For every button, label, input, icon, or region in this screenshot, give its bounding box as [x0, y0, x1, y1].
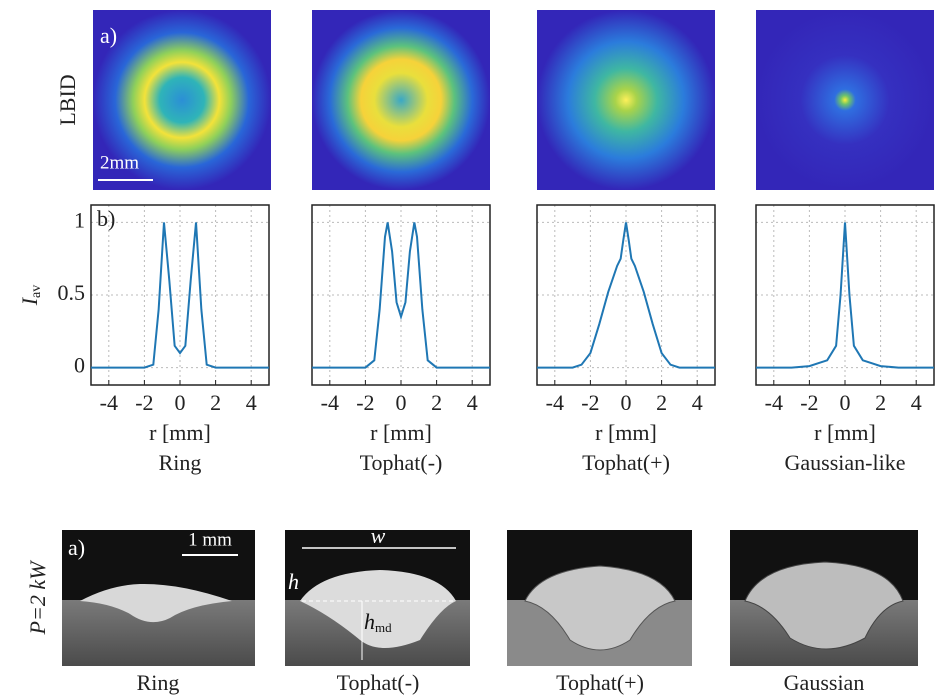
x-tick-label: -2 [581, 390, 599, 415]
x-tick-label: 0 [840, 390, 851, 415]
x-tick-label: 2 [875, 390, 886, 415]
panel-label: a) [68, 535, 85, 560]
micrograph [285, 530, 470, 666]
y-label-sub: av [29, 285, 44, 298]
x-tick-label: -2 [356, 390, 374, 415]
x-label: r [mm] [370, 420, 432, 445]
beam-image [756, 10, 934, 190]
panel-label: a) [100, 23, 117, 48]
row-label: LBID [55, 74, 80, 125]
x-tick-label: -2 [135, 390, 153, 415]
x-tick-label: -4 [100, 390, 118, 415]
x-tick-label: 4 [246, 390, 257, 415]
micrograph [507, 530, 692, 666]
x-tick-label: 4 [911, 390, 922, 415]
x-tick-label: -2 [800, 390, 818, 415]
x-tick-label: 4 [692, 390, 703, 415]
x-label: r [mm] [149, 420, 211, 445]
micrograph [62, 530, 255, 666]
chart-title: Ring [159, 450, 202, 475]
scale-label: 1 mm [188, 529, 232, 550]
y-tick-label: 1 [74, 207, 85, 232]
y-tick-label: 0.5 [58, 280, 86, 305]
figure: a) 2mm LBID a) 1 mm P=2 kW w h hmd Ring … [0, 0, 941, 700]
x-tick-label: 2 [210, 390, 221, 415]
width-label: w [371, 523, 386, 548]
x-label: r [mm] [595, 420, 657, 445]
x-label: r [mm] [814, 420, 876, 445]
caption: Tophat(+) [556, 670, 644, 695]
panel-label: b) [97, 206, 115, 231]
x-tick-label: -4 [546, 390, 564, 415]
micrograph [730, 530, 918, 666]
x-tick-label: -4 [321, 390, 339, 415]
row-label: P=2 kW [25, 560, 50, 636]
depth-main: h [364, 609, 375, 634]
x-tick-label: -4 [765, 390, 783, 415]
chart-title: Tophat(+) [582, 450, 670, 475]
x-tick-label: 0 [175, 390, 186, 415]
y-tick-label: 0 [74, 353, 85, 378]
x-tick-label: 4 [467, 390, 478, 415]
beam-image [537, 10, 715, 190]
caption: Gaussian [784, 670, 865, 695]
caption: Tophat(-) [337, 670, 420, 695]
chart-title: Gaussian-like [785, 450, 906, 475]
x-tick-label: 0 [396, 390, 407, 415]
scale-label: 2mm [100, 152, 139, 173]
beam-image [312, 10, 490, 190]
x-tick-label: 2 [431, 390, 442, 415]
chart-title: Tophat(-) [360, 450, 443, 475]
height-label: h [288, 569, 299, 594]
depth-sub: md [375, 620, 392, 635]
x-tick-label: 2 [656, 390, 667, 415]
caption: Ring [137, 670, 180, 695]
x-tick-label: 0 [621, 390, 632, 415]
